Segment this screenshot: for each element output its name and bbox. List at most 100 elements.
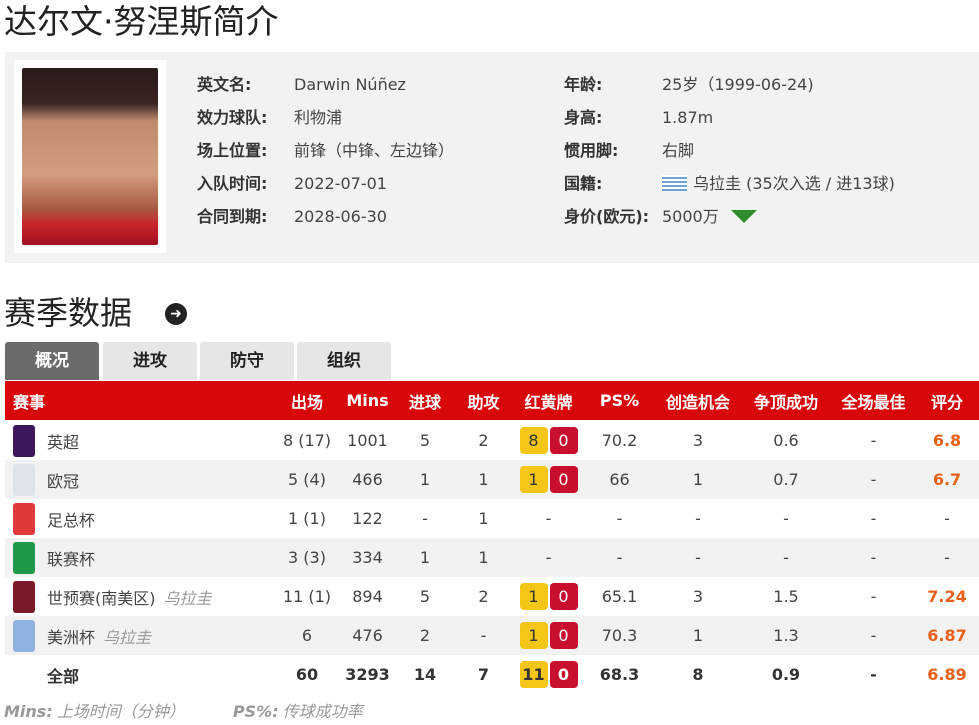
column-header: 助攻 bbox=[467, 392, 500, 412]
cell-assists: 2 bbox=[478, 431, 489, 450]
cell-ps: 68.3 bbox=[599, 665, 640, 684]
cell-mins: 1001 bbox=[347, 431, 388, 450]
competition-name: 美洲杯 bbox=[47, 627, 96, 647]
tab-1[interactable]: 进攻 bbox=[103, 342, 197, 380]
competition-logo-icon bbox=[13, 580, 35, 613]
column-header: 出场 bbox=[290, 392, 323, 412]
cell-chances: 1 bbox=[692, 626, 704, 645]
cell-aerial: 0.7 bbox=[773, 470, 799, 489]
info-row: 合同到期: 2028-06-30 bbox=[197, 207, 387, 227]
arrow-right-circle-icon[interactable]: ➜ bbox=[165, 303, 187, 325]
info-label: 惯用脚: bbox=[564, 141, 619, 160]
cell-motm: - bbox=[870, 626, 877, 645]
cell-aerial: 1.3 bbox=[773, 626, 799, 645]
competition-logo-icon bbox=[13, 541, 35, 574]
competition-logo-icon bbox=[13, 619, 35, 652]
cell-motm: - bbox=[870, 587, 877, 606]
cell-mins: 334 bbox=[352, 548, 383, 567]
tab-2[interactable]: 防守 bbox=[200, 342, 294, 380]
footnote-text: 传球成功率 bbox=[282, 702, 363, 721]
cell-ps: 70.3 bbox=[601, 626, 638, 645]
cell-motm: - bbox=[870, 470, 877, 489]
team-name: 乌拉圭 bbox=[163, 588, 212, 608]
info-value: 5000万 bbox=[662, 207, 719, 226]
competition-logo-icon bbox=[13, 502, 35, 535]
section-title: 赛季数据 bbox=[4, 294, 133, 332]
cell-rating: 6.89 bbox=[927, 665, 967, 684]
cell-assists: 1 bbox=[478, 548, 489, 567]
info-row: 身高: 1.87m bbox=[564, 108, 713, 128]
cell-apps: 11 (1) bbox=[282, 587, 332, 606]
cell-goals: 5 bbox=[419, 431, 431, 450]
competition-name: 联赛杯 bbox=[47, 549, 96, 569]
info-row: 入队时间: 2022-07-01 bbox=[197, 174, 387, 194]
team-name: 乌拉圭 bbox=[103, 627, 152, 647]
cell-goals: - bbox=[422, 509, 428, 528]
cell-assists: 1 bbox=[478, 509, 489, 528]
cell-assists: 2 bbox=[478, 587, 489, 606]
yellow-card-count: 8 bbox=[519, 427, 548, 454]
cell-mins: 476 bbox=[352, 626, 383, 645]
info-row: 效力球队: 利物浦 bbox=[197, 108, 342, 128]
cell-aerial: 0.6 bbox=[773, 431, 799, 450]
table-row[interactable]: 足总杯 1 (1) 122 - 1 - - - - - - bbox=[5, 499, 979, 538]
table-row[interactable]: 欧冠 5 (4) 466 1 1 1 0 66 1 0.7-6.7 bbox=[5, 460, 979, 499]
column-header: 红黄牌 bbox=[524, 392, 573, 412]
cell-motm: - bbox=[870, 665, 877, 684]
info-value: 2022-07-01 bbox=[294, 174, 387, 193]
competition-logo-icon bbox=[13, 463, 35, 496]
cell-ps: 70.2 bbox=[601, 431, 638, 450]
column-header: 创造机会 bbox=[665, 392, 730, 412]
cell-apps: 8 (17) bbox=[282, 431, 332, 450]
cards-cell: - bbox=[545, 548, 552, 567]
cell-ps: 66 bbox=[609, 470, 630, 489]
info-row: 年龄: 25岁（1999-06-24) bbox=[564, 75, 814, 95]
cell-assists: 1 bbox=[478, 470, 489, 489]
column-header: 进球 bbox=[408, 392, 441, 412]
yellow-card-count: 1 bbox=[519, 622, 548, 649]
cell-ps: - bbox=[616, 509, 623, 528]
tab-3[interactable]: 组织 bbox=[297, 342, 391, 380]
footnote-key: PS%: bbox=[232, 702, 279, 721]
competition-name: 足总杯 bbox=[47, 510, 96, 530]
column-header: 评分 bbox=[930, 392, 963, 412]
cell-goals: 14 bbox=[413, 665, 437, 684]
table-row[interactable]: 美洲杯 乌拉圭 6 476 2-1 0 70.3 1 1.3-6.87 bbox=[5, 616, 979, 655]
red-card-count: 0 bbox=[549, 622, 578, 649]
cell-rating: - bbox=[944, 509, 950, 528]
info-value: 25岁（1999-06-24) bbox=[662, 75, 814, 94]
cell-goals: 1 bbox=[419, 548, 431, 567]
cell-assists: - bbox=[480, 626, 487, 645]
tab-0[interactable]: 概况 bbox=[5, 342, 99, 380]
info-value: 1.87m bbox=[662, 108, 714, 127]
column-header: Mins bbox=[346, 391, 389, 410]
table-row[interactable]: 英超 8 (17) 1001 5 2 8 0 70.2 3 0.6 - 6.8 bbox=[5, 421, 979, 460]
info-label: 入队时间: bbox=[197, 174, 268, 193]
table-row[interactable]: 世预赛(南美区) 乌拉圭 11 (1) 894 5 2 1 0 65.1 3 1.5 - 7.24 bbox=[5, 577, 979, 616]
uruguay-flag-icon bbox=[662, 175, 687, 191]
cell-mins: 122 bbox=[352, 509, 383, 528]
info-label: 身高: bbox=[564, 108, 603, 127]
info-value: 2028-06-30 bbox=[294, 207, 387, 226]
cell-mins: 3293 bbox=[345, 665, 390, 684]
cell-chances: 3 bbox=[692, 587, 704, 606]
yellow-card-count: 1 bbox=[519, 466, 548, 493]
info-label: 合同到期: bbox=[197, 207, 268, 226]
table-row[interactable]: 全部 60 3293 14 7 11 0 68.3 8 0.9 - 6.89 bbox=[5, 655, 979, 694]
cards-cell: - bbox=[545, 509, 552, 528]
cell-rating: 7.24 bbox=[927, 587, 967, 606]
cell-rating: 6.87 bbox=[927, 626, 967, 645]
competition-name: 英超 bbox=[47, 432, 80, 452]
info-value: 乌拉圭 (35次入选 / 进13球) bbox=[693, 174, 895, 193]
info-row: 英文名: Darwin Núñez bbox=[197, 75, 406, 95]
table-row[interactable]: 联赛杯 3 (3) 334 1 1 - - - - - - bbox=[5, 538, 979, 577]
cell-apps: 3 (3) bbox=[288, 548, 326, 567]
info-row: 场上位置: 前锋（中锋、左边锋） bbox=[197, 141, 454, 161]
competition-name: 欧冠 bbox=[47, 471, 80, 491]
cell-motm: - bbox=[870, 509, 877, 528]
info-label: 效力球队: bbox=[197, 108, 268, 127]
page-title: 达尔文·努涅斯简介 bbox=[4, 2, 279, 41]
cell-aerial: 0.9 bbox=[771, 665, 801, 684]
